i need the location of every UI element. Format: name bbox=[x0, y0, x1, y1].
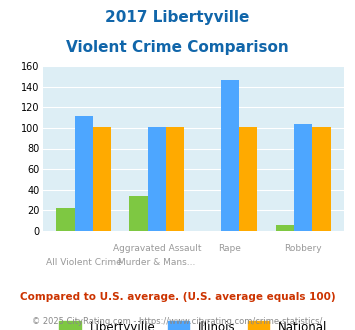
Text: 2017 Libertyville: 2017 Libertyville bbox=[105, 10, 250, 25]
Bar bbox=[294, 124, 312, 231]
Bar bbox=[148, 127, 166, 231]
Text: Aggravated Assault: Aggravated Assault bbox=[113, 244, 201, 253]
Bar bbox=[130, 196, 148, 231]
Bar bbox=[93, 127, 111, 231]
Legend: Libertyville, Illinois, National: Libertyville, Illinois, National bbox=[55, 316, 332, 330]
Bar bbox=[239, 127, 257, 231]
Text: © 2025 CityRating.com - https://www.cityrating.com/crime-statistics/: © 2025 CityRating.com - https://www.city… bbox=[32, 317, 323, 326]
Text: Compared to U.S. average. (U.S. average equals 100): Compared to U.S. average. (U.S. average … bbox=[20, 292, 335, 302]
Text: Violent Crime Comparison: Violent Crime Comparison bbox=[66, 40, 289, 54]
Bar bbox=[166, 127, 184, 231]
Text: Rape: Rape bbox=[219, 244, 241, 253]
Text: Robbery: Robbery bbox=[284, 244, 322, 253]
Bar bbox=[75, 115, 93, 231]
Text: All Violent Crime: All Violent Crime bbox=[46, 258, 122, 267]
Bar bbox=[221, 81, 239, 231]
Bar bbox=[312, 127, 331, 231]
Bar bbox=[56, 208, 75, 231]
Text: Murder & Mans...: Murder & Mans... bbox=[118, 258, 196, 267]
Bar bbox=[276, 225, 294, 231]
